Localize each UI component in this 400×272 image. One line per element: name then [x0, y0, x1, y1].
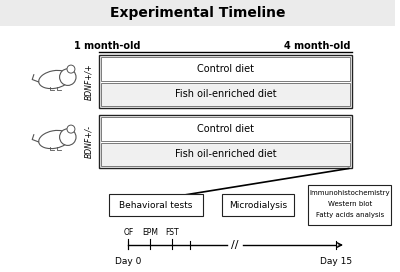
Text: OF: OF: [123, 228, 134, 237]
Text: FST: FST: [165, 228, 179, 237]
Text: //: //: [232, 240, 239, 250]
Text: BDNF+/-: BDNF+/-: [84, 125, 94, 158]
Bar: [308, 185, 391, 225]
Bar: [109, 194, 203, 216]
Circle shape: [67, 125, 75, 133]
Text: Experimental Timeline: Experimental Timeline: [110, 6, 286, 20]
Text: Immunohistochemistry: Immunohistochemistry: [310, 190, 390, 196]
Text: Fish oil-enriched diet: Fish oil-enriched diet: [174, 149, 276, 159]
Bar: [101, 57, 350, 81]
Circle shape: [60, 129, 76, 146]
Text: Western blot: Western blot: [328, 201, 372, 207]
Text: Day 15: Day 15: [320, 257, 352, 266]
Circle shape: [60, 69, 76, 85]
Text: 4 month-old: 4 month-old: [284, 41, 351, 51]
Bar: [101, 143, 350, 166]
Text: Control diet: Control diet: [197, 64, 254, 74]
Text: Control diet: Control diet: [197, 124, 254, 134]
Ellipse shape: [39, 130, 70, 149]
Bar: [99, 55, 352, 108]
Text: Microdialysis: Microdialysis: [229, 200, 287, 209]
Text: EPM: EPM: [142, 228, 158, 237]
Bar: [101, 82, 350, 106]
Ellipse shape: [39, 70, 70, 89]
Bar: [0, 0, 395, 26]
Text: Day 0: Day 0: [115, 257, 142, 266]
Text: 1 month-old: 1 month-old: [74, 41, 141, 51]
Text: Fish oil-enriched diet: Fish oil-enriched diet: [174, 89, 276, 99]
Circle shape: [67, 65, 75, 73]
Text: Behavioral tests: Behavioral tests: [119, 200, 192, 209]
Bar: [222, 194, 294, 216]
Text: Fatty acids analysis: Fatty acids analysis: [316, 212, 384, 218]
Text: BDNF+/+: BDNF+/+: [84, 63, 94, 100]
Bar: [99, 115, 352, 168]
Bar: [101, 117, 350, 141]
